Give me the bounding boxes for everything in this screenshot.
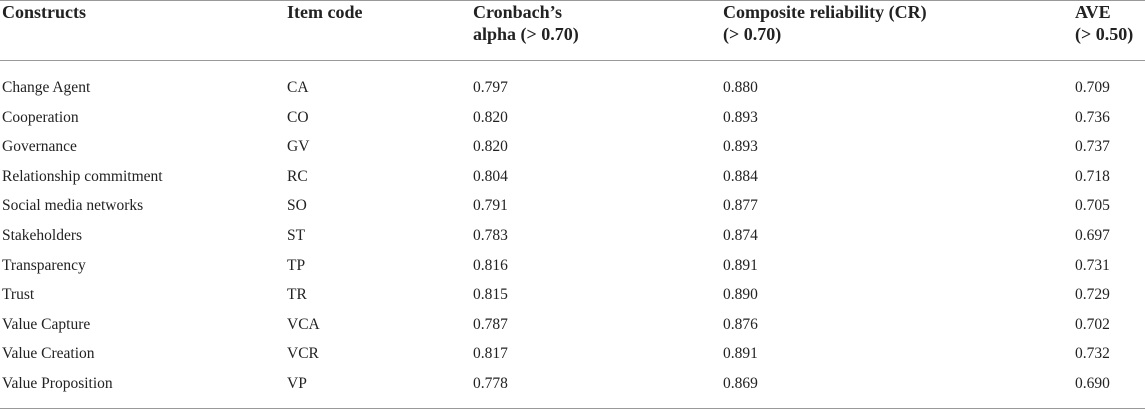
table-cell: 0.817 <box>473 345 508 363</box>
top-rule <box>0 0 1145 1</box>
table-cell: 0.820 <box>473 138 508 156</box>
table-cell: 0.876 <box>723 315 758 333</box>
table-cell: 0.791 <box>473 197 508 215</box>
table-cell: Stakeholders <box>2 227 83 244</box>
table-cell: 0.820 <box>473 108 508 126</box>
table-cell: RC <box>287 167 308 185</box>
table-cell: Change Agent <box>2 79 91 96</box>
table-cell: Governance <box>2 138 77 156</box>
table-cell: Cooperation <box>2 108 79 126</box>
table-cell: CO <box>287 108 309 126</box>
table-cell: 0.891 <box>723 256 758 274</box>
table-cell: Value Creation <box>2 345 95 363</box>
header-rule <box>0 60 1145 61</box>
table-cell: CA <box>287 79 309 96</box>
table-cell: 0.778 <box>473 375 508 392</box>
table-cell: SO <box>287 197 307 215</box>
header-cell: (> 0.50) <box>1075 24 1134 44</box>
table-cell: 0.869 <box>723 375 758 392</box>
header-cell: AVE <box>1075 2 1111 22</box>
header-cell: Item code <box>287 2 363 22</box>
table-cell: 0.893 <box>723 108 758 126</box>
table-cell: Value Capture <box>2 315 91 333</box>
bottom-rule <box>0 408 1145 409</box>
table-cell: 0.690 <box>1075 375 1110 392</box>
table-cell: VP <box>287 375 307 392</box>
table-cell: 0.880 <box>723 79 758 96</box>
table-cell: Trust <box>2 286 35 304</box>
table-cell: GV <box>287 138 310 156</box>
table-cell: Value Proposition <box>2 375 113 392</box>
header-cell: Cronbach’s <box>473 2 563 22</box>
table-cell: 0.884 <box>723 167 758 185</box>
table-cell: 0.815 <box>473 286 508 304</box>
table-cell: Relationship commitment <box>2 167 163 185</box>
header-cell: Composite reliability (CR) <box>723 2 927 22</box>
table-cell: 0.891 <box>723 345 758 363</box>
table-cell: 0.816 <box>473 256 508 274</box>
table-cell: 0.874 <box>723 227 758 244</box>
table-cell: Social media networks <box>2 197 144 215</box>
table-cell: 0.697 <box>1075 227 1110 244</box>
table-cell: TR <box>287 286 307 304</box>
table-cell: 0.797 <box>473 79 508 96</box>
table-cell: Transparency <box>2 256 86 274</box>
table-cell: 0.702 <box>1075 315 1110 333</box>
table-cell: 0.893 <box>723 138 758 156</box>
table-cell: 0.787 <box>473 315 508 333</box>
table-cell: 0.737 <box>1075 138 1110 156</box>
header-cell: alpha (> 0.70) <box>473 24 579 44</box>
table-cell: TP <box>287 256 306 274</box>
table-cell: 0.709 <box>1075 79 1110 96</box>
table-cell: 0.705 <box>1075 197 1110 215</box>
table-cell: VCR <box>287 345 319 363</box>
table-cell: 0.718 <box>1075 167 1110 185</box>
table-cell: 0.804 <box>473 167 508 185</box>
table-cell: 0.877 <box>723 197 758 215</box>
table-cell: 0.783 <box>473 227 508 244</box>
table-cell: 0.729 <box>1075 286 1110 304</box>
table-cell: 0.890 <box>723 286 758 304</box>
table-cell: 0.736 <box>1075 108 1110 126</box>
header-cell: Constructs <box>2 2 86 22</box>
table-cell: VCA <box>287 315 320 333</box>
table-cell: ST <box>287 227 306 244</box>
header-cell: (> 0.70) <box>723 24 782 44</box>
table-cell: 0.731 <box>1075 256 1110 274</box>
table-cell: 0.732 <box>1075 345 1110 363</box>
